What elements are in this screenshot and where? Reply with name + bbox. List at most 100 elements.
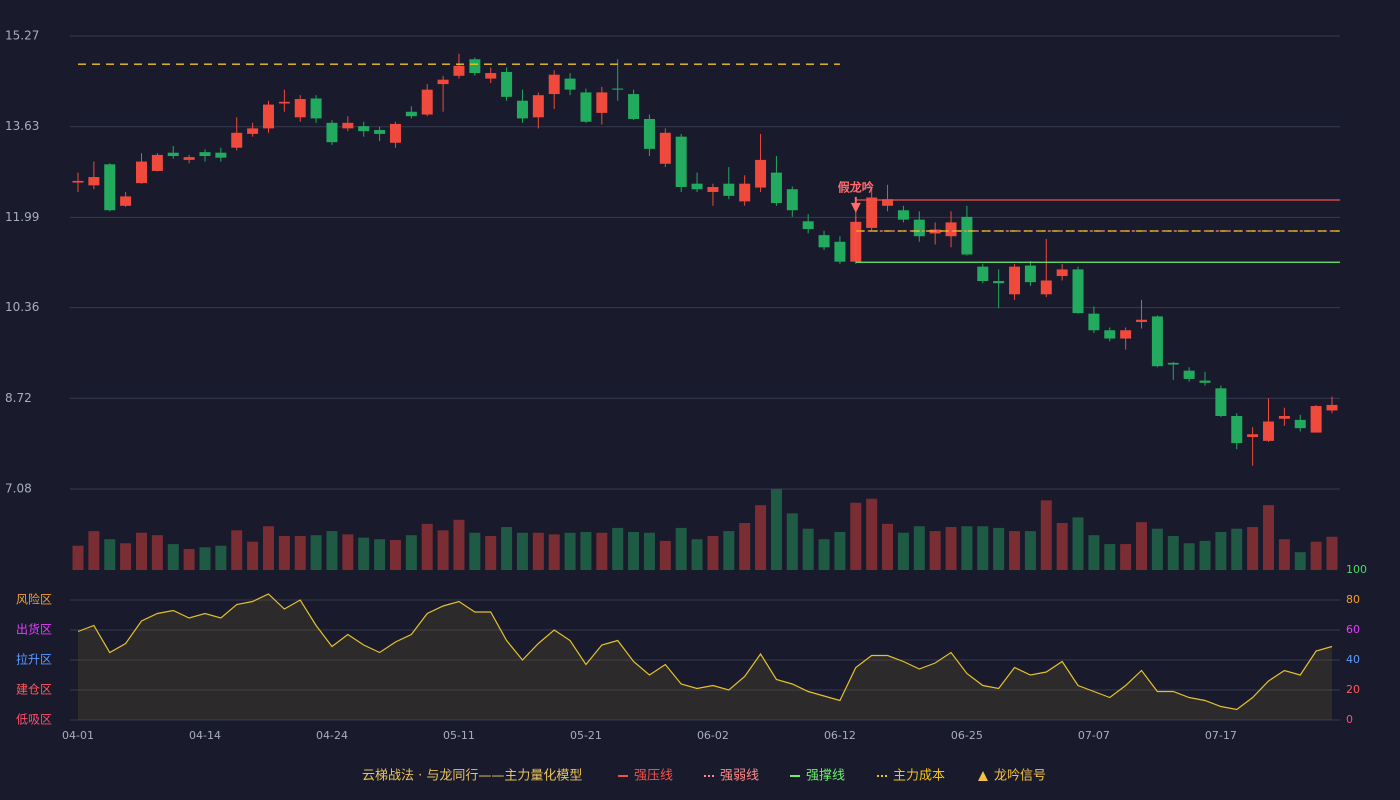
volume-bar <box>183 548 195 570</box>
volume-bar <box>1231 528 1243 570</box>
volume-bar <box>755 505 767 570</box>
candle-body <box>1199 380 1211 383</box>
candle-body <box>516 100 528 119</box>
legend-label: 龙吟信号 <box>994 768 1046 784</box>
volume-bar <box>993 527 1005 570</box>
candle-body <box>278 101 290 104</box>
volume-bar <box>834 531 846 570</box>
volume-bar <box>1215 531 1227 570</box>
y-tick-label: 10.36 <box>5 300 39 314</box>
candle-body <box>755 159 767 188</box>
volume-bar <box>421 523 433 570</box>
volume-bar <box>215 545 227 570</box>
volume-bar <box>564 532 576 570</box>
candle-body <box>183 157 195 160</box>
candle-body <box>1088 313 1100 331</box>
candle-body <box>167 152 179 157</box>
candle-body <box>358 126 370 132</box>
candle-body <box>88 177 100 186</box>
volume-bar <box>628 531 640 570</box>
candle-body <box>628 94 640 119</box>
y2-tick-label: 100 <box>1346 563 1367 576</box>
volume-bar <box>1278 539 1290 570</box>
candle-body <box>675 136 687 187</box>
volume-bar <box>231 530 243 570</box>
candle-body <box>580 92 592 122</box>
volume-bar <box>167 544 179 570</box>
y2-tick-label: 40 <box>1346 653 1360 666</box>
volume-bar <box>389 540 401 570</box>
volume-bar <box>1151 528 1163 570</box>
candle-body <box>72 180 84 183</box>
candle-body <box>1167 362 1179 365</box>
candle-body <box>326 122 338 143</box>
volume-bar <box>691 539 703 570</box>
candle-body <box>1310 406 1322 433</box>
volume-bar <box>1088 535 1100 570</box>
volume-bar <box>1199 540 1211 570</box>
volume-bar <box>358 537 370 570</box>
candle-body <box>1183 370 1195 379</box>
volume-bar <box>913 526 925 570</box>
y-tick-label: 8.72 <box>5 391 32 405</box>
candle-body <box>786 189 798 211</box>
candle-body <box>120 196 132 206</box>
volume-bar <box>532 532 544 570</box>
candle-body <box>310 98 322 119</box>
candle-body <box>1009 266 1021 295</box>
volume-bar <box>961 526 973 570</box>
candle-body <box>993 281 1005 284</box>
volume-bar <box>548 534 560 570</box>
candle-body <box>548 74 560 95</box>
candle-body <box>596 92 608 113</box>
candle-body <box>374 130 386 134</box>
candle-body <box>1151 316 1163 367</box>
candle-body <box>1326 404 1338 411</box>
candle-body <box>1247 434 1259 438</box>
volume-bar <box>850 502 862 570</box>
candle-body <box>1104 330 1116 339</box>
y2-tick-label: 0 <box>1346 713 1353 726</box>
candle-body <box>1120 330 1132 339</box>
candle-body <box>723 183 735 196</box>
volume-bar <box>199 547 211 570</box>
volume-bar <box>1326 536 1338 570</box>
candle-body <box>104 164 116 211</box>
y-tick-label: 风险区 <box>16 592 52 607</box>
volume-bar <box>1294 552 1306 570</box>
candle-body <box>453 65 465 76</box>
volume-bar <box>802 528 814 570</box>
y2-tick-label: 80 <box>1346 593 1360 606</box>
candle-body <box>342 122 354 129</box>
candle-body <box>247 128 259 134</box>
x-tick-label: 07-07 <box>1078 729 1110 742</box>
volume-bar <box>1310 541 1322 570</box>
candle-body <box>1056 269 1068 277</box>
volume-bar <box>707 535 719 570</box>
candle-body <box>485 73 497 79</box>
volume-bar <box>1136 522 1148 570</box>
x-tick-label: 04-24 <box>316 729 348 742</box>
volume-bar <box>882 523 894 570</box>
candle-body <box>151 154 163 171</box>
volume-bar <box>135 532 147 570</box>
volume-bar <box>247 541 259 570</box>
candle-body <box>1215 388 1227 416</box>
volume-bar <box>643 532 655 570</box>
candle-body <box>294 99 306 118</box>
x-tick-label: 05-21 <box>570 729 602 742</box>
legend-title: 云梯战法 · 与龙同行——主力量化模型 <box>362 769 582 784</box>
volume-bar <box>1167 535 1179 570</box>
candle-body <box>215 152 227 158</box>
volume-bar <box>453 519 465 570</box>
candle-body <box>961 216 973 255</box>
volume-bar <box>469 532 481 570</box>
candle-body <box>834 241 846 262</box>
volume-bar <box>612 527 624 570</box>
y-tick-label: 13.63 <box>5 119 39 133</box>
candle-body <box>421 89 433 115</box>
signal-label: 假龙吟 <box>838 179 874 194</box>
candle-body <box>389 123 401 143</box>
volume-bar <box>596 532 608 570</box>
